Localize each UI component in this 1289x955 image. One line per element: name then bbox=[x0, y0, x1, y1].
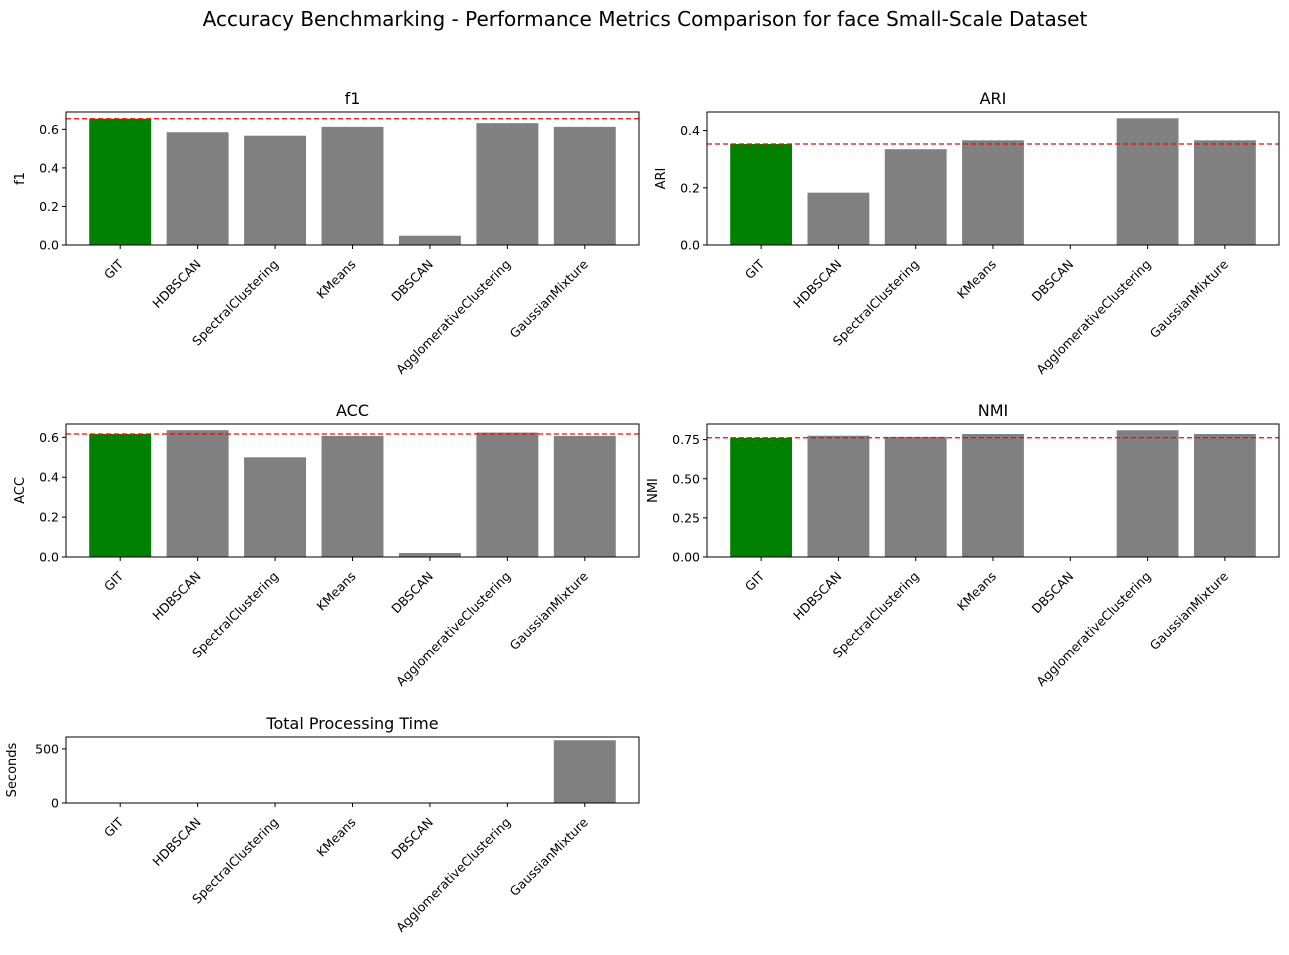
chart-acc-ytick-label: 0.6 bbox=[39, 430, 59, 445]
chart-acc: ACC ACC 0.0 0.2 0.4 0.6 GIT HDBSCANSpectralClus… bbox=[13, 401, 640, 689]
chart-time-ylabel: Seconds bbox=[5, 742, 20, 797]
chart-f1-bar-dbscan bbox=[398, 235, 461, 245]
chart-ari-xtick-label-hdbscan: HDBSCAN bbox=[790, 257, 844, 311]
chart-f1-ylabel: f1 bbox=[13, 172, 28, 185]
chart-nmi-bar-hdbscan bbox=[807, 435, 870, 557]
chart-acc-bar-git bbox=[89, 433, 152, 557]
chart-acc-ytick-label: 0.2 bbox=[39, 510, 59, 525]
chart-acc-xtick-label-gaussianmixture: GaussianMixture bbox=[506, 568, 591, 653]
chart-nmi-bar-gaussianmixture bbox=[1193, 434, 1256, 557]
chart-nmi-ytick-label: 0.50 bbox=[672, 471, 700, 486]
chart-f1-ytick-label: 0.0 bbox=[39, 238, 59, 253]
chart-nmi-bar-agglomerativeclustering bbox=[1116, 430, 1179, 557]
chart-ari-title: ARI bbox=[980, 89, 1007, 108]
figure-title: Accuracy Benchmarking - Performance Metr… bbox=[203, 7, 1088, 31]
chart-nmi-bar-kmeans bbox=[962, 434, 1024, 557]
chart-nmi: NMI NMI 0.00 0.25 0.50 0.75 GIT HDBSCANSpectral… bbox=[646, 401, 1280, 689]
chart-time-xtick-label-git: GIT bbox=[101, 814, 127, 840]
chart-acc-xtick-label-spectralclustering: SpectralClustering bbox=[189, 569, 281, 661]
chart-time-xtick-label-dbscan: DBSCAN bbox=[388, 815, 436, 863]
chart-acc-xtick-label-hdbscan: HDBSCAN bbox=[149, 569, 203, 623]
chart-f1-bar-kmeans bbox=[321, 126, 384, 245]
chart-nmi-ytick-label: 0.25 bbox=[672, 510, 700, 525]
chart-f1-ytick-label: 0.4 bbox=[39, 160, 59, 175]
chart-f1: f1 f1 0.0 0.2 0.4 0.6 GIT HDBSCANSpectralCluste… bbox=[13, 89, 640, 377]
chart-ari-bar-hdbscan bbox=[807, 192, 870, 245]
chart-nmi-xtick-label-hdbscan: HDBSCAN bbox=[790, 569, 844, 623]
chart-ari-bar-agglomerativeclustering bbox=[1116, 118, 1179, 245]
chart-ari-xtick-label-dbscan: DBSCAN bbox=[1029, 257, 1077, 305]
chart-acc-bar-dbscan bbox=[398, 553, 461, 557]
chart-f1-title: f1 bbox=[345, 89, 361, 108]
chart-time-xtick-label-gaussianmixture: GaussianMixture bbox=[506, 814, 591, 899]
chart-nmi-ytick-label: 0.75 bbox=[672, 432, 700, 447]
chart-f1-bar-spectralclustering bbox=[244, 135, 307, 245]
chart-f1-xtick-label-dbscan: DBSCAN bbox=[388, 257, 436, 305]
chart-time-bar-gaussianmixture bbox=[553, 740, 616, 803]
chart-time-title: Total Processing Time bbox=[265, 714, 438, 733]
chart-ari-ylabel: ARI bbox=[654, 168, 669, 190]
chart-nmi-xtick-label-kmeans: KMeans bbox=[954, 569, 999, 614]
chart-ari-bar-spectralclustering bbox=[884, 149, 947, 245]
chart-f1-bar-hdbscan bbox=[166, 132, 229, 245]
chart-nmi-xtick-label-git: GIT bbox=[742, 568, 768, 594]
chart-nmi-ylabel: NMI bbox=[646, 478, 661, 503]
chart-nmi-xtick-label-dbscan: DBSCAN bbox=[1029, 569, 1077, 617]
chart-f1-xtick-label-gaussianmixture: GaussianMixture bbox=[506, 256, 591, 341]
chart-time-frame bbox=[65, 736, 640, 804]
chart-acc-bar-gaussianmixture bbox=[553, 435, 616, 557]
chart-f1-xtick-label-git: GIT bbox=[101, 256, 127, 282]
chart-ari-xtick-label-kmeans: KMeans bbox=[954, 257, 999, 302]
chart-acc-ylabel: ACC bbox=[13, 477, 28, 504]
chart-acc-bar-kmeans bbox=[321, 435, 384, 557]
chart-ari-xtick-label-spectralclustering: SpectralClustering bbox=[830, 257, 922, 349]
chart-f1-ytick-label: 0.6 bbox=[39, 122, 59, 137]
chart-time-xtick-label-kmeans: KMeans bbox=[314, 815, 359, 860]
chart-acc-ytick-label: 0.4 bbox=[39, 470, 59, 485]
chart-f1-xtick-label-spectralclustering: SpectralClustering bbox=[189, 257, 281, 349]
chart-ari-bar-kmeans bbox=[962, 140, 1024, 245]
chart-time-xtick-label-spectralclustering: SpectralClustering bbox=[189, 815, 281, 907]
chart-acc-xtick-label-kmeans: KMeans bbox=[314, 569, 359, 614]
chart-ari-xtick-label-gaussianmixture: GaussianMixture bbox=[1147, 256, 1232, 341]
chart-f1-bar-agglomerativeclustering bbox=[476, 123, 539, 245]
chart-f1-ytick-label: 0.2 bbox=[39, 199, 59, 214]
chart-ari: ARI ARI 0.0 0.2 0.4 GIT HDBSCANSpectralCluster… bbox=[654, 89, 1280, 377]
chart-acc-ytick-label: 0.0 bbox=[39, 550, 59, 565]
chart-acc-bar-spectralclustering bbox=[244, 457, 307, 557]
chart-time-xtick-label-hdbscan: HDBSCAN bbox=[149, 815, 203, 869]
chart-nmi-bar-spectralclustering bbox=[884, 436, 947, 557]
chart-f1-xtick-label-kmeans: KMeans bbox=[314, 257, 359, 302]
chart-nmi-xtick-label-gaussianmixture: GaussianMixture bbox=[1147, 568, 1232, 653]
chart-nmi-bar-git bbox=[730, 437, 793, 557]
chart-nmi-xtick-label-spectralclustering: SpectralClustering bbox=[830, 569, 922, 661]
chart-ari-ytick-label: 0.2 bbox=[680, 180, 700, 195]
chart-ari-ytick-label: 0.4 bbox=[680, 123, 700, 138]
chart-nmi-title: NMI bbox=[978, 401, 1009, 420]
chart-ari-bar-gaussianmixture bbox=[1193, 140, 1256, 245]
chart-acc-bar-agglomerativeclustering bbox=[476, 432, 539, 557]
chart-ari-ytick-label: 0.0 bbox=[680, 238, 700, 253]
chart-time: Total Processing Time Seconds 0 500 GIT HDBSC… bbox=[5, 714, 640, 935]
chart-f1-bar-gaussianmixture bbox=[553, 126, 616, 245]
chart-acc-xtick-label-dbscan: DBSCAN bbox=[388, 569, 436, 617]
chart-time-ytick-label: 500 bbox=[35, 741, 59, 756]
chart-f1-xtick-label-hdbscan: HDBSCAN bbox=[149, 257, 203, 311]
chart-time-ytick-label: 0 bbox=[51, 796, 59, 811]
chart-acc-title: ACC bbox=[336, 401, 369, 420]
chart-f1-bar-git bbox=[89, 118, 152, 245]
chart-ari-bar-git bbox=[730, 144, 793, 245]
chart-nmi-ytick-label: 0.00 bbox=[672, 550, 700, 565]
chart-ari-xtick-label-git: GIT bbox=[742, 256, 768, 282]
chart-acc-xtick-label-git: GIT bbox=[101, 568, 127, 594]
chart-acc-bar-hdbscan bbox=[166, 430, 229, 557]
